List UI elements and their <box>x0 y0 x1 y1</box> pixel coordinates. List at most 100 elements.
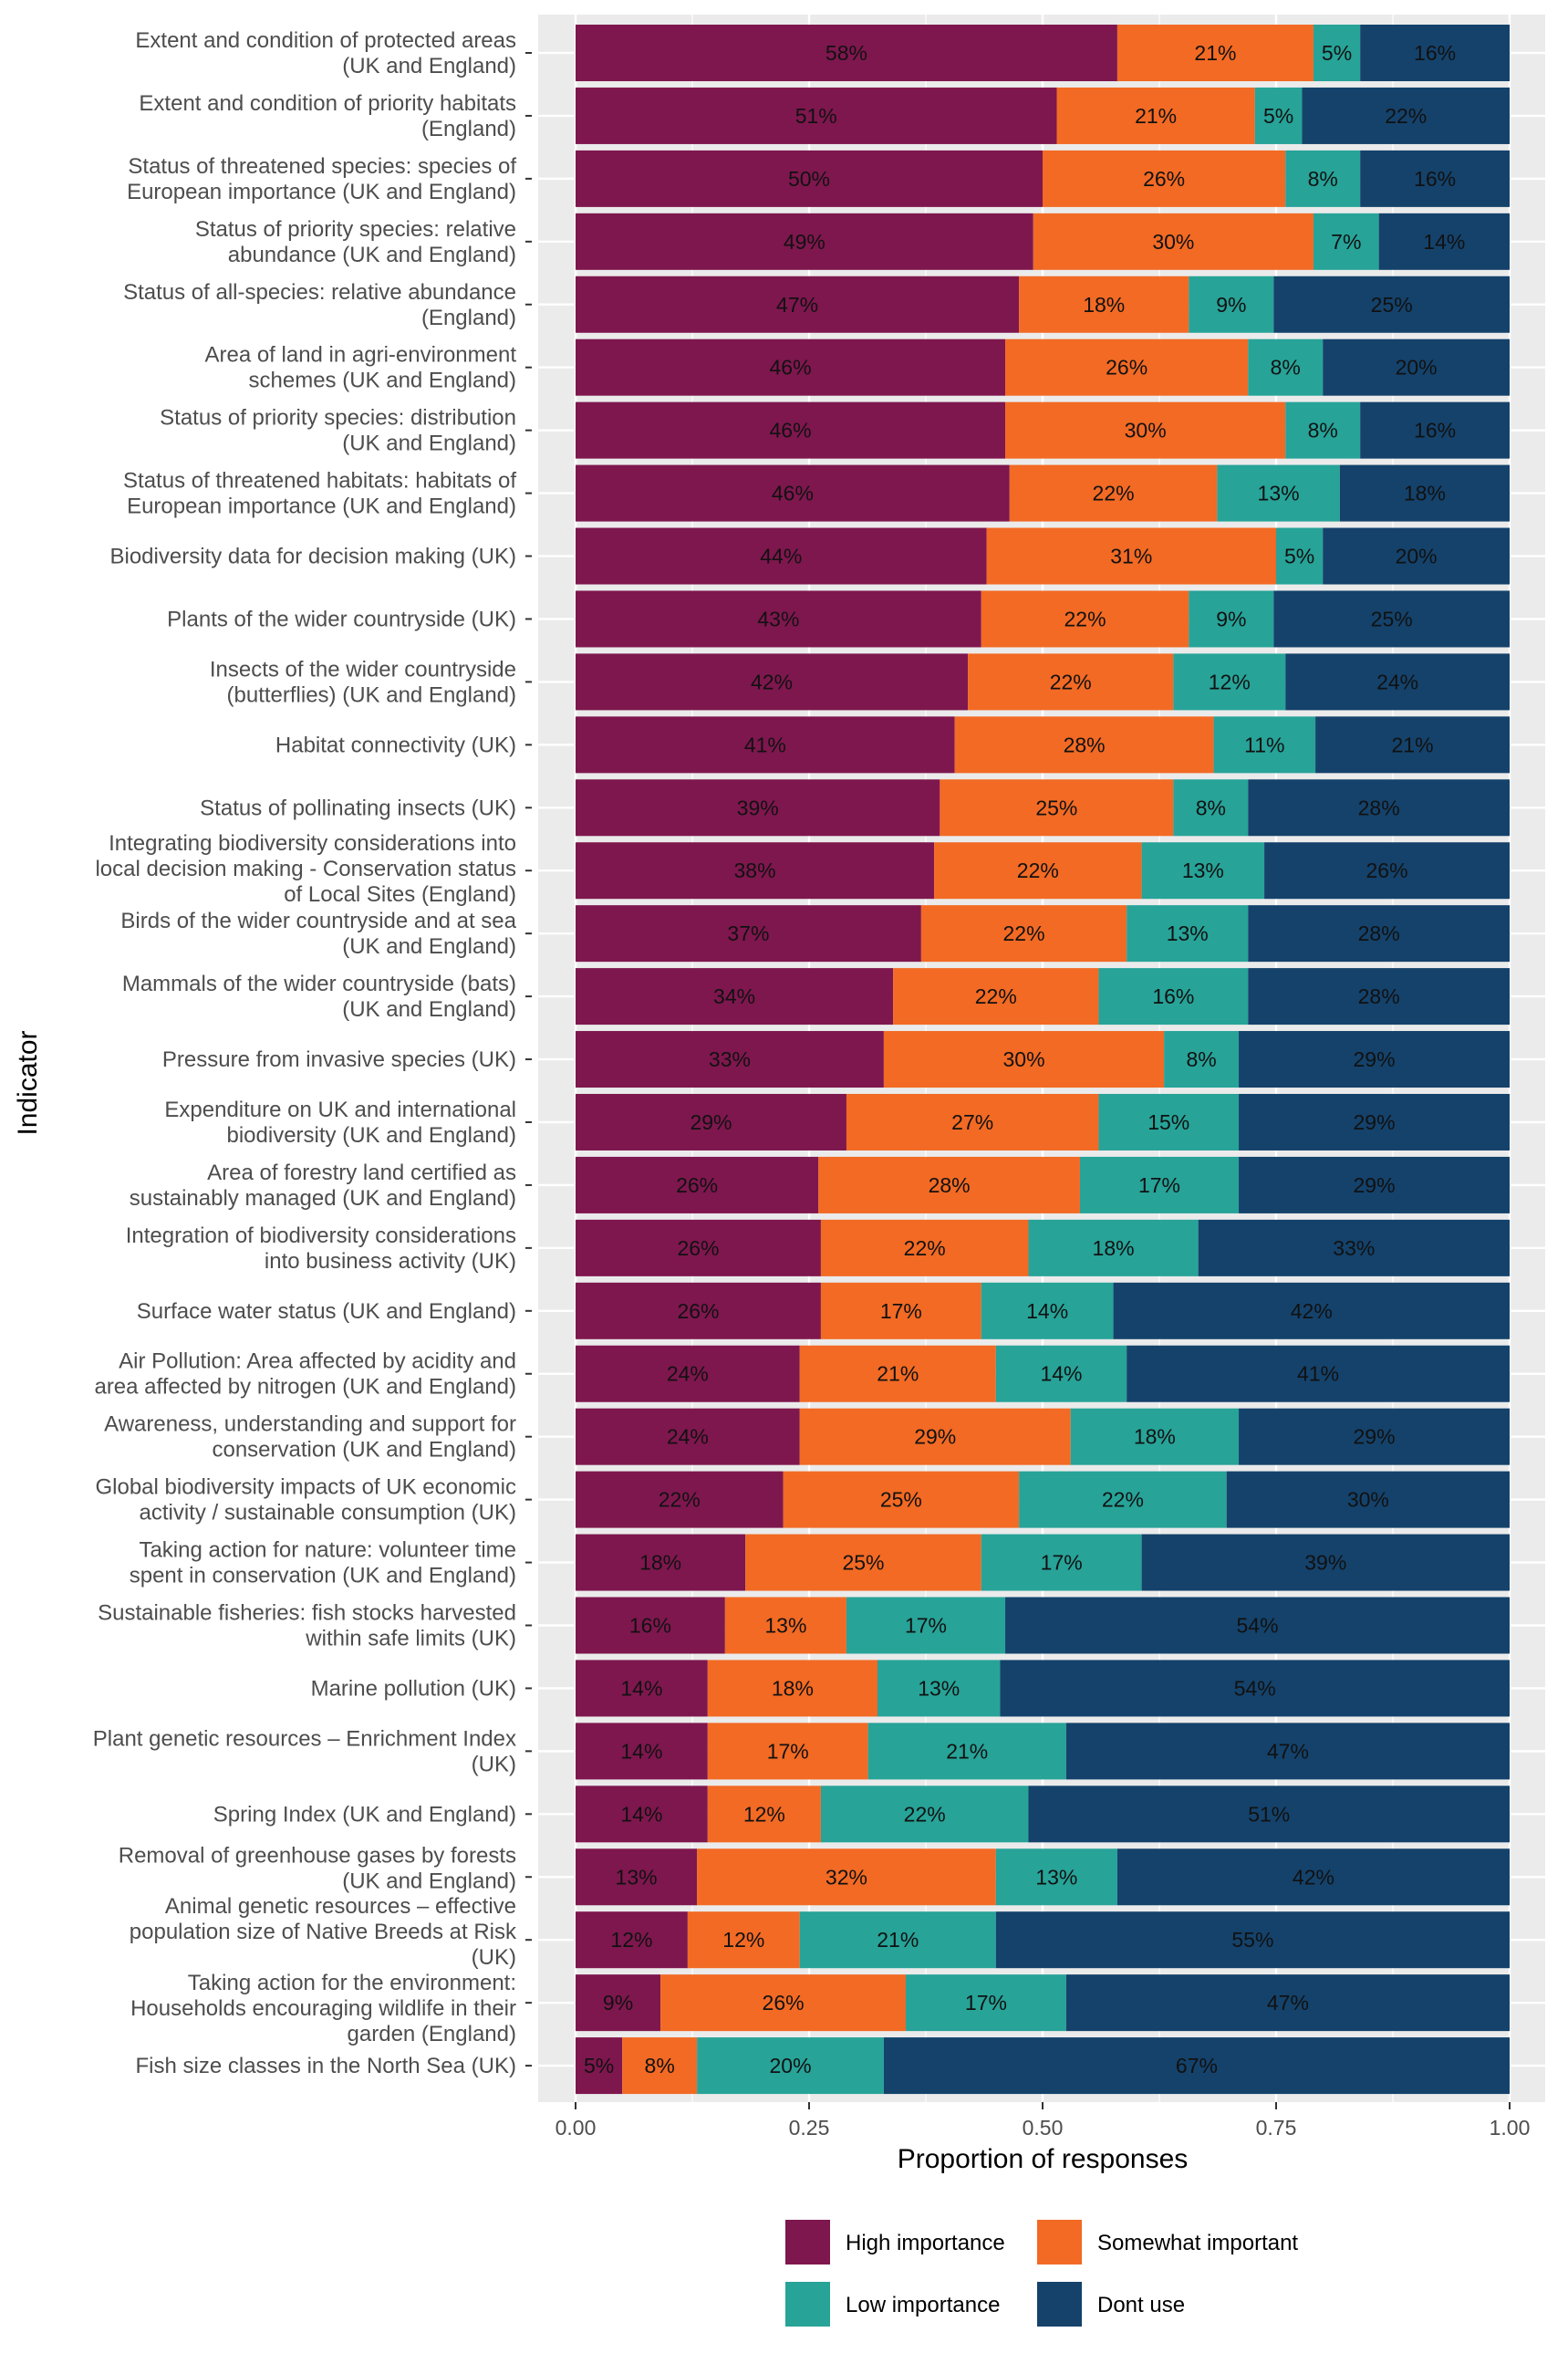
bar-row: 43% 22% 9% 25% <box>576 590 1510 648</box>
bar-segment-high-importance <box>576 527 987 585</box>
data-label: 8% <box>645 2054 675 2077</box>
x-tick-label: 0.25 <box>789 2116 830 2140</box>
bar-segment-high-importance <box>576 1471 784 1528</box>
data-label: 28% <box>1358 921 1400 945</box>
data-label: 26% <box>1366 859 1408 882</box>
bar-row: 51% 21% 5% 22% <box>576 87 1510 144</box>
bar-segment-high-importance <box>576 653 969 711</box>
bar-segment-high-importance <box>576 150 1043 207</box>
y-tick-label: Status of all-species: relative abundanc… <box>123 280 516 330</box>
bar-segment-low-importance <box>1173 653 1286 711</box>
data-label: 20% <box>769 2054 811 2077</box>
bar-segment-high-importance <box>576 1408 800 1465</box>
legend-swatch <box>1037 2220 1082 2265</box>
data-label: 5% <box>1284 545 1314 568</box>
y-tick-label: Habitat connectivity (UK) <box>275 733 516 757</box>
y-tick-label: Fish size classes in the North Sea (UK) <box>136 2054 516 2078</box>
data-label: 22% <box>975 984 1017 1008</box>
data-label: 38% <box>734 859 776 882</box>
data-label: 51% <box>795 104 837 128</box>
y-tick-label: Birds of the wider countryside and at se… <box>120 909 516 959</box>
bar-segment-dont-use <box>995 1911 1510 1969</box>
bar-segment-low-importance <box>1164 1031 1240 1088</box>
data-label: 13% <box>616 1865 658 1889</box>
data-label: 17% <box>767 1739 809 1763</box>
bar-segment-dont-use <box>1248 968 1510 1026</box>
data-label: 22% <box>1064 607 1106 630</box>
bar-segment-dont-use <box>1323 527 1510 585</box>
data-label: 29% <box>914 1425 956 1449</box>
bar-segment-somewhat-important <box>846 1093 1099 1150</box>
bar-segment-dont-use <box>1239 1156 1510 1213</box>
y-tick-label: Awareness, understanding and support for… <box>104 1412 516 1463</box>
data-label: 15% <box>1147 1110 1189 1134</box>
data-label: 13% <box>1258 482 1300 505</box>
data-label: 22% <box>904 1236 946 1260</box>
bar-segment-somewhat-important <box>1043 150 1286 207</box>
bar-segment-dont-use <box>1000 1660 1510 1717</box>
y-tick-label: Status of threatened habitats: habitats … <box>123 469 516 519</box>
bar-segment-dont-use <box>1273 590 1510 648</box>
bar-segment-low-importance <box>697 2037 884 2095</box>
bar-row: 38% 22% 13% 26% <box>576 842 1510 900</box>
data-label: 24% <box>667 1362 709 1386</box>
bar-segment-high-importance <box>576 1660 708 1717</box>
bar-segment-somewhat-important <box>799 1408 1071 1465</box>
bar-segment-high-importance <box>576 1031 884 1088</box>
bar-segment-high-importance <box>576 1911 688 1969</box>
data-label: 18% <box>1083 293 1125 317</box>
data-label: 22% <box>1093 482 1135 505</box>
bar-row: 16% 13% 17% 54% <box>576 1597 1510 1654</box>
data-label: 39% <box>737 796 779 819</box>
bar-segment-low-importance <box>1079 1156 1240 1213</box>
y-tick-label: Biodiversity data for decision making (U… <box>109 545 516 569</box>
legend-swatch <box>785 2282 830 2327</box>
data-label: 26% <box>676 1173 718 1197</box>
data-label: 46% <box>769 419 811 442</box>
bar-segment-high-importance <box>576 1345 800 1402</box>
bar-row: 14% 12% 22% 51% <box>576 1786 1510 1843</box>
data-label: 28% <box>1064 733 1106 756</box>
bar-segment-high-importance <box>576 87 1057 144</box>
data-label: 21% <box>1135 104 1177 128</box>
bar-segment-high-importance <box>576 1974 661 2032</box>
data-label: 26% <box>1143 167 1185 191</box>
data-label: 26% <box>763 1991 805 2015</box>
legend-item: Low importance <box>785 2282 1000 2327</box>
bar-segment-somewhat-important <box>707 1660 877 1717</box>
data-label: 55% <box>1231 1928 1273 1952</box>
bar-segment-low-importance <box>867 1723 1066 1780</box>
y-tick-label: Surface water status (UK and England) <box>137 1299 516 1324</box>
data-label: 16% <box>1152 984 1194 1008</box>
bar-segment-low-importance <box>1098 968 1249 1026</box>
data-label: 51% <box>1248 1802 1290 1826</box>
y-tick-label: Insects of the wider countryside (butterf… <box>210 657 516 707</box>
legend-label: High importance <box>846 2231 1005 2255</box>
bar-segment-low-importance <box>1313 213 1379 270</box>
data-label: 18% <box>772 1676 814 1700</box>
bar-row: 39% 25% 8% 28% <box>576 779 1510 837</box>
bar-segment-high-importance <box>576 1723 708 1780</box>
bar-segment-high-importance <box>576 968 894 1026</box>
bar-segment-low-importance <box>1141 842 1265 900</box>
data-label: 50% <box>788 167 830 191</box>
bar-segment-high-importance <box>576 464 1010 522</box>
y-tick-label: Removal of greenhouse gases by forests (U… <box>119 1843 516 1893</box>
bar-segment-high-importance <box>576 1093 846 1150</box>
bar-segment-somewhat-important <box>968 653 1174 711</box>
bar-segment-dont-use <box>1378 213 1510 270</box>
bar-segment-dont-use <box>1239 1031 1510 1088</box>
data-label: 14% <box>620 1739 662 1763</box>
bar-segment-low-importance <box>1248 338 1324 396</box>
data-label: 14% <box>620 1676 662 1700</box>
bar-row: 26% 22% 18% 33% <box>576 1219 1510 1276</box>
data-label: 13% <box>918 1676 960 1700</box>
data-label: 8% <box>1271 356 1301 380</box>
bar-row: 46% 26% 8% 20% <box>576 338 1510 396</box>
data-label: 58% <box>826 41 867 65</box>
data-label: 17% <box>965 1991 1007 2015</box>
bar-segment-low-importance <box>1098 1093 1240 1150</box>
legend-label: Dont use <box>1097 2293 1185 2317</box>
x-tick-label: 0.00 <box>556 2116 597 2140</box>
bar-segment-low-importance <box>981 1282 1114 1339</box>
